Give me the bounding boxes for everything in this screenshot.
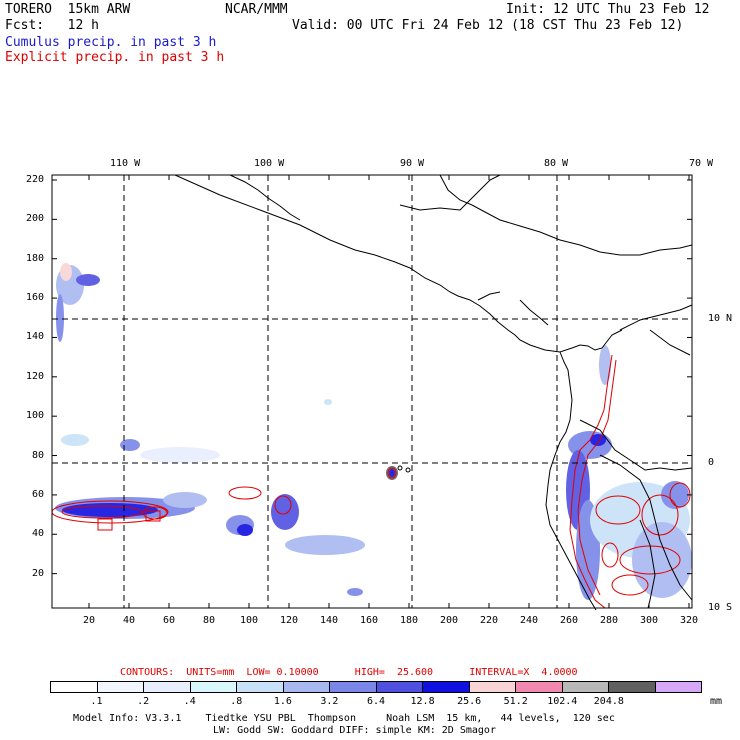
colorbar-label: 102.4 (547, 696, 578, 707)
colorbar-label: 3.2 (320, 696, 339, 707)
x-tick-label: 40 (123, 615, 136, 626)
lat-label-10n: 10 N (708, 313, 733, 324)
init-time: Init: 12 UTC Thu 23 Feb 12 (506, 2, 710, 17)
y-tick-label: 20 (32, 567, 45, 579)
colorbar-swatch (144, 682, 191, 692)
x-tick-label: 60 (163, 615, 176, 626)
colorbar-swatch (609, 682, 656, 692)
cumulus-legend: Cumulus precip. in past 3 h (5, 35, 217, 50)
colorbar-swatch (330, 682, 377, 692)
y-tick-label: 80 (32, 449, 45, 461)
colorbar-label: .4 (183, 696, 196, 707)
colorbar-label: 204.8 (593, 696, 624, 707)
x-tick-label: 220 (480, 615, 499, 626)
colorbar-swatch (423, 682, 470, 692)
colorbar-swatch (376, 682, 423, 692)
colorbar-label: 1.6 (273, 696, 292, 707)
colorbar-swatch (51, 682, 98, 692)
colorbar-swatch (562, 682, 609, 692)
y-tick-label: 40 (32, 528, 45, 540)
explicit-legend: Explicit precip. in past 3 h (5, 50, 225, 65)
colorbar-label: .8 (230, 696, 243, 707)
x-tick-label: 140 (320, 615, 339, 626)
model-info-line2: LW: Godd SW: Goddard DIFF: simple KM: 2D… (213, 725, 496, 736)
islands (397, 465, 411, 473)
y-tick-label: 200 (26, 213, 45, 225)
lon-label-70w: 70 W (689, 158, 714, 169)
x-tick-label: 320 (680, 615, 699, 626)
lat-label-0: 0 (708, 457, 715, 468)
colorbar-swatch (237, 682, 284, 692)
x-tick-label: 160 (360, 615, 379, 626)
x-tick-label: 20 (83, 615, 96, 626)
y-tick-label: 60 (32, 488, 45, 500)
colorbar-label: 25.6 (457, 696, 482, 707)
x-tick-label: 280 (600, 615, 619, 626)
x-tick-label: 100 (240, 615, 259, 626)
colorbar-label: 12.8 (410, 696, 435, 707)
latlon-grid (52, 175, 692, 608)
lat-label-10s: 10 S (708, 602, 733, 613)
x-tick-label: 180 (400, 615, 419, 626)
x-tick-label: 80 (203, 615, 216, 626)
colorbar-label: .2 (137, 696, 150, 707)
axis-ticks (52, 175, 692, 608)
colorbar-swatch (469, 682, 516, 692)
forecast-hour: Fcst: 12 h (5, 18, 99, 33)
valid-time: Valid: 00 UTC Fri 24 Feb 12 (18 CST Thu … (292, 18, 684, 33)
x-tick-label: 300 (640, 615, 659, 626)
coastlines (174, 174, 693, 611)
y-tick-label: 100 (26, 410, 45, 422)
x-tick-label: 120 (280, 615, 299, 626)
colorbar (50, 681, 702, 693)
lon-label-80w: 80 W (544, 158, 569, 169)
y-tick-label: 220 (26, 174, 45, 185)
x-tick-label: 240 (520, 615, 539, 626)
model-info-line1: Model Info: V3.3.1 Tiedtke YSU PBL Thomp… (73, 713, 615, 724)
colorbar-unit: mm (710, 696, 723, 707)
y-tick-label: 140 (26, 331, 45, 343)
colorbar-swatch (516, 682, 563, 692)
cumulus-precip-fill (55, 263, 692, 600)
lon-label-90w: 90 W (400, 158, 425, 169)
lon-label-100w: 100 W (254, 158, 285, 169)
y-tick-label: 180 (26, 252, 45, 264)
model-title: TORERO 15km ARW (5, 2, 131, 17)
colorbar-label: 51.2 (503, 696, 528, 707)
colorbar-swatch (97, 682, 144, 692)
y-tick-label: 120 (26, 370, 45, 382)
map-frame (51, 174, 693, 609)
colorbar-swatch (190, 682, 237, 692)
lon-label-110w: 110 W (110, 158, 141, 169)
contours-info: CONTOURS: UNITS=mm LOW= 0.10000 HIGH= 25… (120, 667, 578, 678)
colorbar-swatch (655, 682, 701, 692)
colorbar-label: 6.4 (366, 696, 386, 707)
colorbar-swatch (283, 682, 330, 692)
x-tick-label: 260 (560, 615, 579, 626)
y-tick-label: 160 (26, 292, 45, 304)
x-tick-label: 200 (440, 615, 459, 626)
colorbar-label: .1 (90, 696, 103, 707)
organization-label: NCAR/MMM (225, 2, 288, 17)
